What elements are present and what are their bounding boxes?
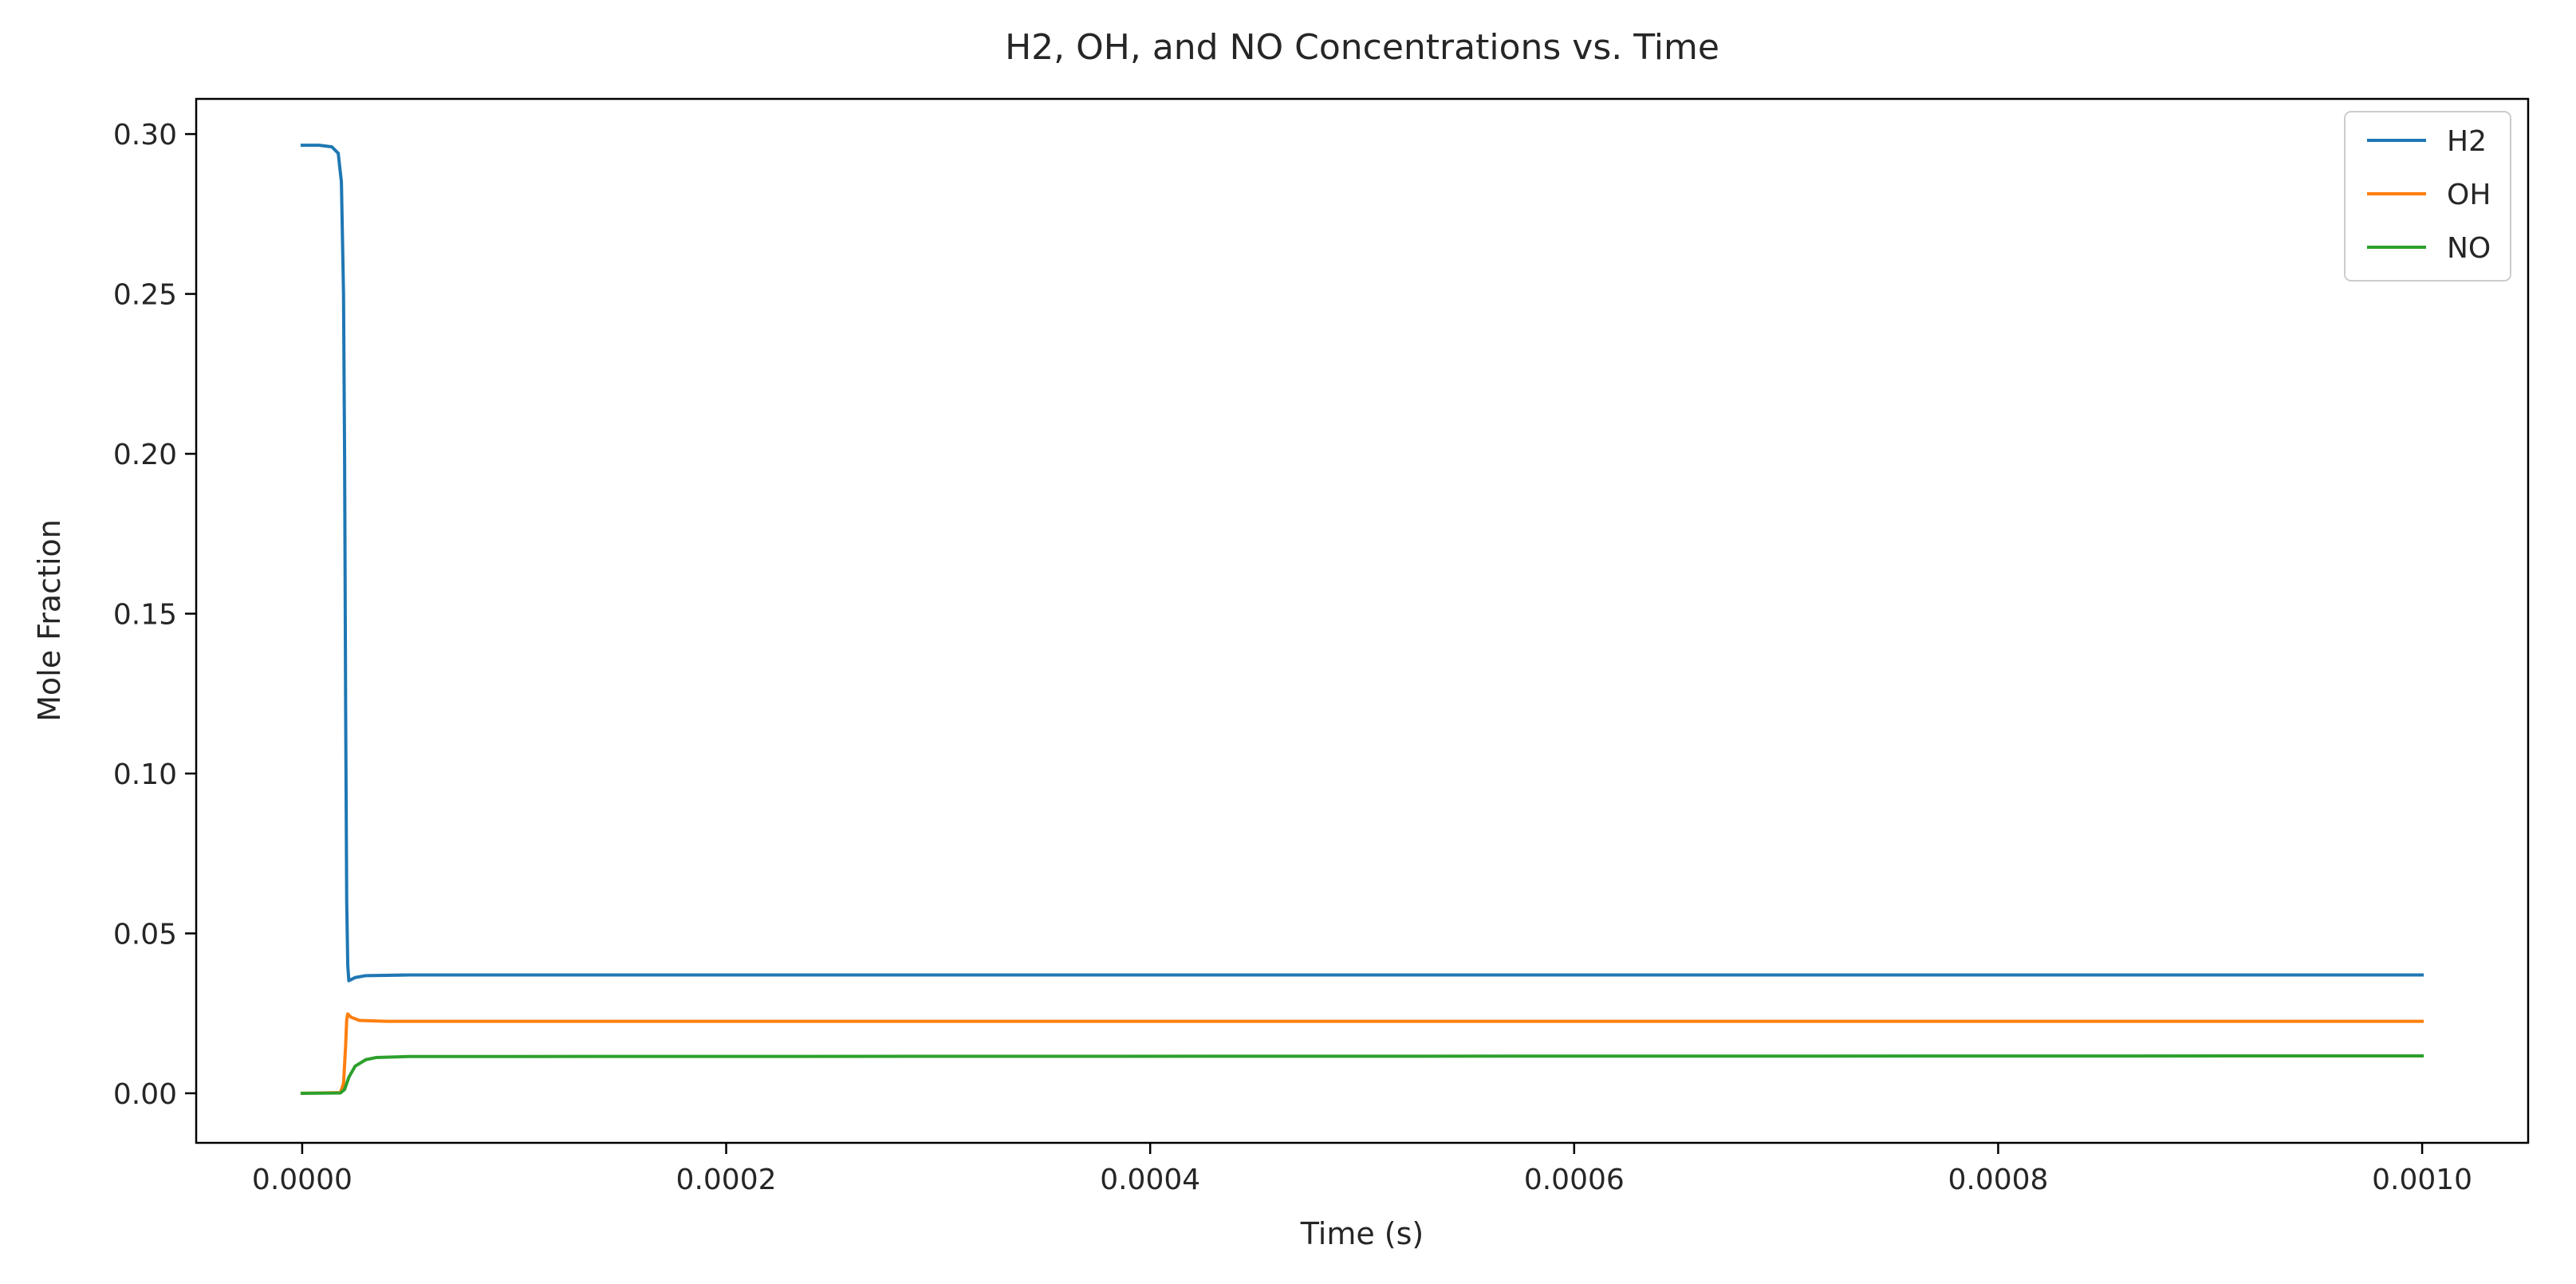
series-line-oh	[300, 1012, 2424, 1095]
y-tick-label: 0.10	[113, 758, 177, 791]
series-line-no	[300, 1054, 2424, 1095]
x-axis-ticks: 0.0000 0.0002 0.0004 0.0006 0.0008 0.0010	[252, 1143, 2472, 1196]
plot-area	[300, 144, 2424, 1095]
y-axis-label: Mole Fraction	[32, 519, 67, 722]
axes-frame	[195, 97, 2530, 1144]
legend-label-h2: H2	[2447, 125, 2487, 158]
x-tick-label: 0.0010	[2372, 1164, 2472, 1196]
y-tick-label: 0.30	[113, 119, 177, 152]
chart-legend: H2 OH NO	[2344, 111, 2511, 282]
x-tick-label: 0.0004	[1100, 1164, 1200, 1196]
series-line-h2	[300, 144, 2424, 983]
y-tick-label: 0.15	[113, 598, 177, 631]
y-tick-label: 0.00	[113, 1078, 177, 1111]
legend-frame	[2344, 111, 2511, 282]
x-tick-label: 0.0000	[252, 1164, 353, 1196]
x-tick-label: 0.0008	[1948, 1164, 2048, 1196]
y-tick-label: 0.25	[113, 279, 177, 312]
legend-label-no: NO	[2447, 232, 2491, 265]
y-tick-label: 0.20	[113, 439, 177, 471]
chart-title: H2, OH, and NO Concentrations vs. Time	[1005, 27, 1719, 68]
y-tick-label: 0.05	[113, 918, 177, 951]
y-axis-ticks: 0.00 0.05 0.10 0.15 0.20 0.25 0.30	[113, 119, 196, 1111]
x-tick-label: 0.0002	[676, 1164, 777, 1196]
x-tick-label: 0.0006	[1524, 1164, 1625, 1196]
legend-label-oh: OH	[2447, 179, 2491, 211]
x-axis-label: Time (s)	[1300, 1216, 1424, 1251]
